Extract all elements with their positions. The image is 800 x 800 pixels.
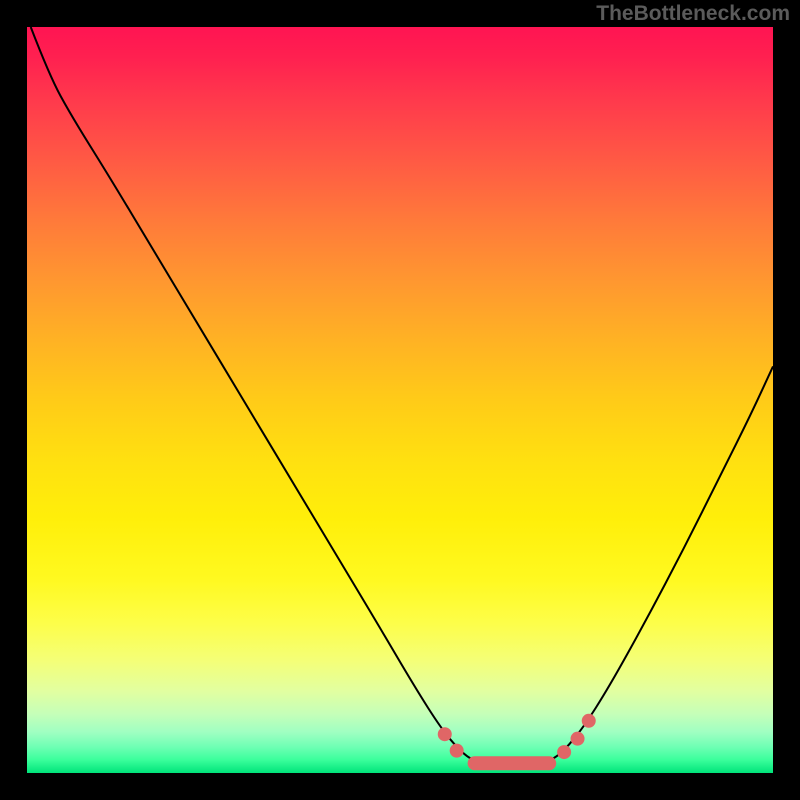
marker-point — [557, 745, 571, 759]
chart-svg — [27, 27, 773, 773]
figure-container: TheBottleneck.com — [0, 0, 800, 800]
marker-point — [438, 727, 452, 741]
marker-point — [571, 732, 585, 746]
plot-area — [27, 27, 773, 773]
marker-point — [582, 714, 596, 728]
watermark-text: TheBottleneck.com — [596, 2, 790, 26]
marker-point — [450, 744, 464, 758]
